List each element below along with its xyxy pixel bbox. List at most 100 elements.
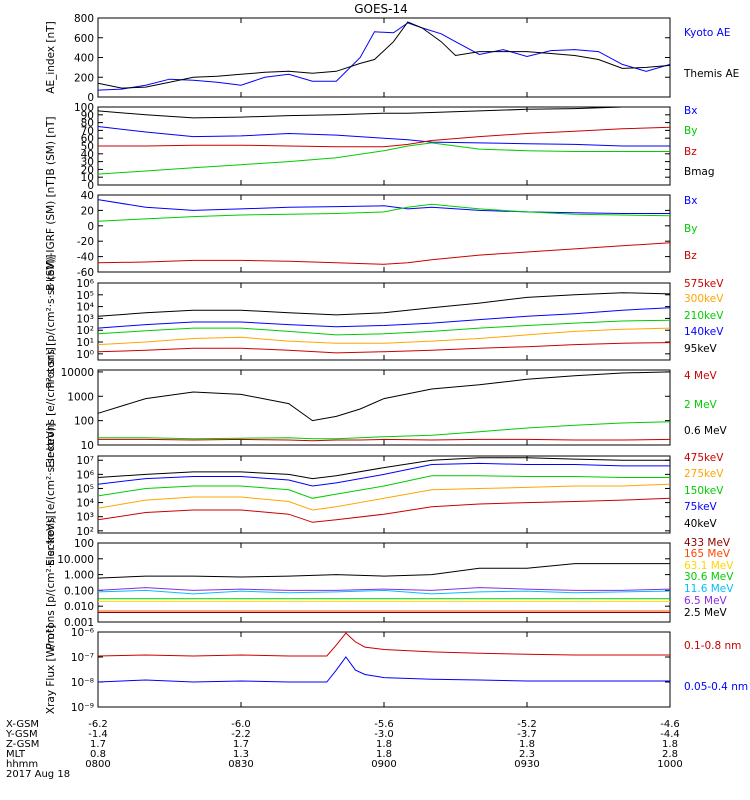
y-tick-label: 10⁷ (76, 455, 94, 467)
axis-row-label: Z-GSM (6, 739, 39, 750)
legend-entry: 300keV (684, 293, 724, 305)
legend-entry: Themis AE (683, 68, 739, 80)
y-axis-label: Electrons [e/(cm²·s·sr)] (45, 347, 57, 467)
series-line-150kev (97, 475, 670, 499)
series-line-140kev (97, 307, 671, 329)
y-axis-label: Electrons [e/(cm²·s·sr·keV)] (45, 423, 57, 566)
series-line-0-6-mev (97, 371, 671, 422)
y-axis-label: Xray Flux [W/m²] (45, 625, 57, 714)
legend-entry: Bx (684, 195, 697, 207)
y-tick-label: 0 (87, 180, 94, 192)
y-tick-label: 90 (81, 110, 94, 122)
legend-entry: By (684, 223, 697, 235)
y-axis-label: AE_index [nT] (45, 21, 57, 93)
axis-row-label: hhmm (6, 759, 38, 770)
legend-entry: 11.6 MeV (684, 583, 734, 595)
y-axis-label: B (SM) [nT] (45, 116, 57, 175)
legend-entry: By (684, 125, 697, 137)
panel-0: 0 200 400 600 800 AE_index [nT] Kyoto AE Themis… (45, 13, 739, 104)
axis-tick-value: 2.8 (662, 749, 678, 760)
y-axis-label: Protons [p/(cm²·s·sr·keV)] (45, 254, 57, 388)
y-tick-label: 10⁶ (76, 278, 94, 290)
axis-tick-value: 1.3 (233, 749, 249, 760)
axis-tick-value: 1.8 (662, 739, 678, 750)
y-tick-label: -40 (77, 252, 94, 264)
axis-row-label: X-GSM (6, 719, 39, 730)
legend-entry: 63.1 MeV (684, 560, 734, 572)
legend-entry: 0.6 MeV (684, 425, 728, 437)
series-line-6-5-mev (97, 587, 671, 591)
legend-entry: 433 MeV (684, 537, 731, 549)
series-line-0-1-0-8-nm (97, 632, 670, 657)
axis-tick-value: -3.7 (517, 729, 537, 740)
y-tick-label: 0.100 (64, 585, 94, 597)
series-line-bx (97, 126, 670, 147)
series-line-0-05-0-4-nm (97, 656, 670, 683)
y-tick-label: 10⁴ (76, 498, 94, 510)
legend-entry: 210keV (684, 310, 724, 322)
series-line-themis-ae (97, 21, 671, 89)
y-tick-label: 0.001 (64, 617, 94, 629)
series-line-bmag (97, 106, 670, 119)
y-tick-label: 50 (81, 141, 94, 153)
legend-entry: 6.5 MeV (684, 595, 728, 607)
series-line-4-mev (98, 438, 671, 442)
axis-tick-value: 1.8 (376, 739, 392, 750)
y-tick-label: 800 (74, 13, 94, 25)
legend-entry: 275keV (684, 468, 724, 480)
y-tick-label: 10⁻⁸ (71, 677, 94, 689)
legend-entry: 575keV (684, 278, 724, 290)
y-tick-label: 10 (81, 440, 94, 452)
axis-tick-value: 0800 (85, 759, 110, 770)
axis-tick-value: 0830 (228, 759, 253, 770)
y-tick-label: 70 (81, 125, 94, 137)
series-line-575kev (97, 342, 671, 354)
axis-row-label: Y-GSM (5, 729, 38, 740)
y-tick-label: 10⁶ (76, 469, 94, 481)
y-tick-label: 40 (81, 149, 94, 161)
y-tick-label: 100 (74, 538, 94, 550)
y-tick-label: 0 (87, 221, 94, 233)
legend-entry: Bz (684, 146, 697, 158)
y-tick-label: 0.010 (64, 601, 94, 613)
legend-entry: 40keV (684, 518, 718, 530)
axis-tick-value: 1.8 (376, 749, 392, 760)
y-tick-label: -20 (77, 236, 94, 248)
y-tick-label: 1.000 (64, 570, 94, 582)
axis-tick-value: 0.8 (90, 749, 106, 760)
y-tick-label: 10⁵ (76, 483, 94, 495)
y-tick-label: 100 (74, 102, 94, 114)
series-line-11-6-mev (97, 589, 671, 595)
y-tick-label: 10⁻⁶ (71, 627, 94, 639)
legend-entry: 0.1-0.8 nm (684, 640, 741, 652)
axis-tick-value: -2.2 (231, 729, 251, 740)
y-tick-label: 1000 (67, 391, 94, 403)
y-tick-label: 400 (74, 53, 94, 65)
legend-entry: 30.6 MeV (684, 571, 734, 583)
y-axis-label: B (SM)-IGRF (SM) [nT] (45, 176, 57, 291)
legend-entry: Kyoto AE (684, 27, 730, 39)
axis-tick-value: -4.6 (660, 719, 680, 730)
axis-row-label: 2017 Aug 18 (6, 769, 70, 780)
legend-entry: 75keV (684, 501, 718, 513)
legend-entry: Bz (684, 250, 697, 262)
axis-tick-value: -6.0 (231, 719, 251, 730)
y-tick-label: 10³ (76, 512, 94, 524)
legend-entry: Bmag (684, 166, 715, 178)
y-tick-label: 10¹ (76, 337, 94, 349)
y-tick-label: 10² (76, 526, 94, 538)
series-line-40kev (97, 457, 670, 480)
y-tick-label: 10³ (76, 313, 94, 325)
axis-tick-value: 1.8 (519, 739, 535, 750)
y-tick-label: 30 (81, 157, 94, 169)
series-line-475kev (97, 497, 671, 523)
y-tick-label: 40 (81, 190, 94, 202)
panel-7: 10⁻⁹ 10⁻⁸ 10⁻⁷ 10⁻⁶ Xray Flux [W/m²] 0.1-0.8 … (45, 625, 748, 714)
y-tick-label: 10⁴ (76, 302, 94, 314)
y-tick-label: -60 (77, 267, 94, 279)
